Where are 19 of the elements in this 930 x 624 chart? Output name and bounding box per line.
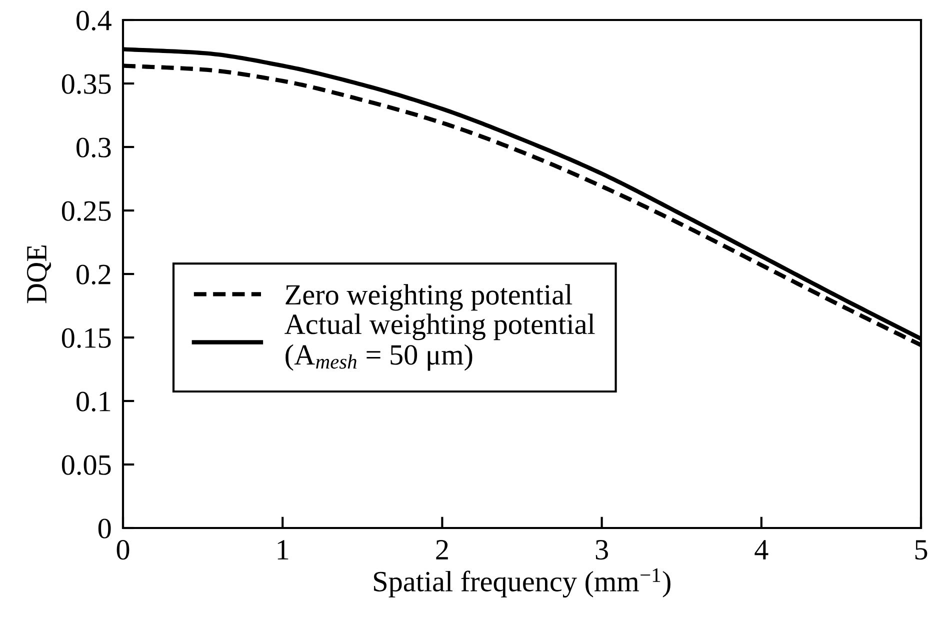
- y-tick-label: 0.4: [76, 10, 112, 31]
- x-tick-label: 5: [915, 540, 928, 560]
- y-axis-title: DQE: [26, 245, 52, 304]
- y-tick-label: 0: [98, 518, 111, 538]
- legend-label: Zero weighting potential: [286, 284, 572, 311]
- legend-label: Actual weighting potential (A$_{mesh}$ = 50 μm): [284, 314, 595, 371]
- y-tick-label: 0.1: [76, 392, 110, 412]
- x-tick-label: 3: [596, 540, 608, 560]
- x-tick-label: 4: [754, 540, 768, 560]
- x-tick-label: 2: [436, 540, 448, 560]
- x-tick-label: 0: [116, 540, 130, 560]
- x-axis-title: Spatial frequency (mm$^{−1}$): [374, 568, 670, 598]
- x-tick-label: 1: [278, 540, 288, 560]
- y-tick-label: 0.35: [62, 74, 111, 94]
- y-tick-label: 0.25: [62, 201, 111, 222]
- y-tick-label: 0.15: [62, 328, 111, 348]
- y-tick-label: 0.2: [76, 264, 110, 285]
- y-tick-label: 0.05: [62, 455, 111, 476]
- y-tick-label: 0.3: [76, 138, 111, 158]
